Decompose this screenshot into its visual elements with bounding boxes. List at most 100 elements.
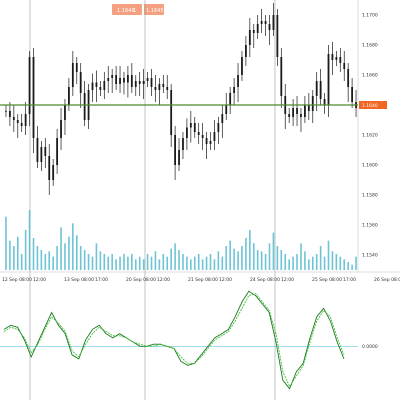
candle-body bbox=[197, 132, 200, 135]
candle-body bbox=[36, 138, 39, 162]
candle-body bbox=[119, 78, 121, 84]
order-header: 1.1640 1 1.1645 bbox=[112, 4, 164, 15]
oscillator-panel: 0.0000 bbox=[0, 290, 378, 390]
volume-bar bbox=[178, 250, 180, 270]
candle-body bbox=[56, 138, 58, 165]
volume-bar bbox=[197, 254, 200, 270]
buy-button[interactable] bbox=[144, 4, 164, 15]
candle-body bbox=[319, 81, 322, 99]
candle-body bbox=[339, 57, 342, 63]
sell-button[interactable] bbox=[112, 4, 142, 15]
candle-body bbox=[178, 150, 180, 165]
volume-bar bbox=[225, 246, 228, 270]
candle-body bbox=[256, 24, 259, 33]
candle-body bbox=[182, 138, 184, 150]
volume-bar bbox=[91, 256, 94, 270]
candle-body bbox=[44, 147, 47, 156]
volume-bar bbox=[284, 254, 287, 270]
candle-body bbox=[20, 123, 23, 126]
volume-bar bbox=[213, 259, 216, 270]
candle-body bbox=[229, 93, 232, 105]
volume-bar bbox=[99, 251, 102, 270]
volume-bar bbox=[68, 236, 70, 270]
volume-bar bbox=[16, 236, 19, 270]
volume-bar bbox=[292, 256, 294, 270]
volume-bar bbox=[351, 264, 353, 270]
time-tick-label: 21 Sep 08:00 bbox=[188, 277, 218, 283]
volume-bar bbox=[87, 254, 90, 270]
volume-bar bbox=[264, 254, 267, 270]
volume-bar bbox=[182, 254, 184, 270]
candle-body bbox=[276, 15, 279, 57]
volume-bar bbox=[217, 251, 220, 270]
volume-bar bbox=[44, 254, 47, 270]
candle-body bbox=[221, 114, 224, 123]
volume-bar bbox=[245, 238, 247, 270]
candle-body bbox=[99, 87, 102, 90]
candle-body bbox=[28, 57, 31, 114]
candle-body bbox=[233, 87, 235, 93]
volume-bar bbox=[339, 256, 342, 270]
price-tick-label: 1.1660 bbox=[362, 73, 378, 79]
volume-bar bbox=[40, 250, 43, 270]
volume-bar bbox=[276, 246, 279, 270]
buy-price: 1.1645 bbox=[146, 8, 164, 14]
current-price-tag bbox=[359, 101, 387, 109]
volume-bar bbox=[300, 243, 302, 270]
volume-bar bbox=[20, 254, 23, 270]
volume-bar bbox=[237, 251, 239, 270]
time-tick-label: 13 Sep 08:00 bbox=[64, 277, 94, 283]
candle-body bbox=[103, 81, 106, 90]
volume-bar bbox=[256, 250, 259, 270]
candle-body bbox=[158, 84, 161, 90]
candle-body bbox=[213, 132, 216, 141]
candle-body bbox=[280, 57, 283, 96]
volume-bar bbox=[32, 238, 35, 270]
volume-bar bbox=[229, 240, 231, 270]
candle-body bbox=[68, 87, 70, 105]
time-tick-label: 26 Sep 08:00 bbox=[374, 277, 400, 283]
candle-body bbox=[225, 105, 228, 114]
candle-body bbox=[79, 72, 82, 93]
candle-body bbox=[75, 63, 78, 72]
candle-body bbox=[95, 82, 98, 87]
volume-bar bbox=[79, 246, 82, 270]
candle-body bbox=[91, 82, 94, 90]
time-axis: 12 Sep 08:00 12:00 13 Sep 08:00 17:00 20 Sep… bbox=[2, 277, 400, 283]
candle-body bbox=[32, 57, 35, 138]
candle-body bbox=[217, 123, 220, 132]
time-tick-label: 12:00 bbox=[33, 277, 46, 283]
candle-body bbox=[123, 78, 125, 83]
candle-body bbox=[162, 84, 165, 87]
candle-body bbox=[331, 54, 334, 60]
volume-bar bbox=[280, 250, 283, 270]
candle-body bbox=[83, 93, 86, 120]
candle-body bbox=[154, 87, 157, 90]
candle-body bbox=[304, 105, 306, 117]
candle-body bbox=[307, 105, 310, 111]
time-tick-label: 12:00 bbox=[281, 277, 294, 283]
price-tick-label: 1.1560 bbox=[362, 223, 378, 229]
volume-bar bbox=[327, 240, 330, 270]
candle-body bbox=[52, 165, 55, 180]
candle-body bbox=[272, 15, 275, 30]
candle-body bbox=[166, 87, 169, 90]
candle-body bbox=[193, 123, 196, 132]
candle-body bbox=[315, 81, 318, 96]
candle-body bbox=[186, 127, 188, 138]
candle-body bbox=[201, 135, 204, 138]
candle-body bbox=[64, 105, 66, 120]
volume-bar bbox=[162, 254, 165, 270]
candle-body bbox=[150, 78, 153, 87]
candle-body bbox=[323, 99, 326, 105]
volume-bar bbox=[115, 259, 117, 270]
candle-body bbox=[288, 114, 291, 117]
candle-body bbox=[60, 120, 62, 138]
candle-body bbox=[245, 45, 247, 57]
volume-bar bbox=[56, 246, 58, 270]
volume-bar bbox=[103, 254, 106, 270]
volume-bar bbox=[127, 256, 129, 270]
volume-bar bbox=[119, 256, 121, 270]
